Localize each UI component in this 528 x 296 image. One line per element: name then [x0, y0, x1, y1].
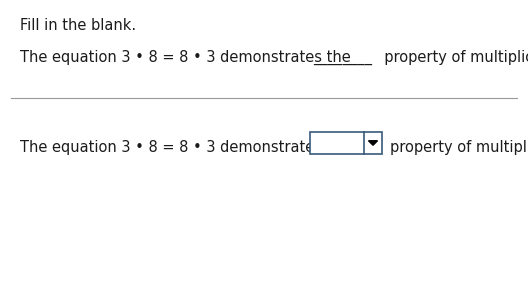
Text: The equation 3 • 8 = 8 • 3 demonstrates the: The equation 3 • 8 = 8 • 3 demonstrates …	[20, 50, 360, 65]
Text: property of multiplication.: property of multiplication.	[390, 140, 528, 155]
Text: The equation 3 • 8 = 8 • 3 demonstrates the: The equation 3 • 8 = 8 • 3 demonstrates …	[20, 140, 360, 155]
Bar	[310, 132, 382, 154]
Text: Fill in the blank.: Fill in the blank.	[20, 18, 136, 33]
Text: property of multiplication.: property of multiplication.	[375, 50, 528, 65]
Polygon shape	[369, 141, 378, 145]
Text: ________: ________	[313, 50, 372, 65]
